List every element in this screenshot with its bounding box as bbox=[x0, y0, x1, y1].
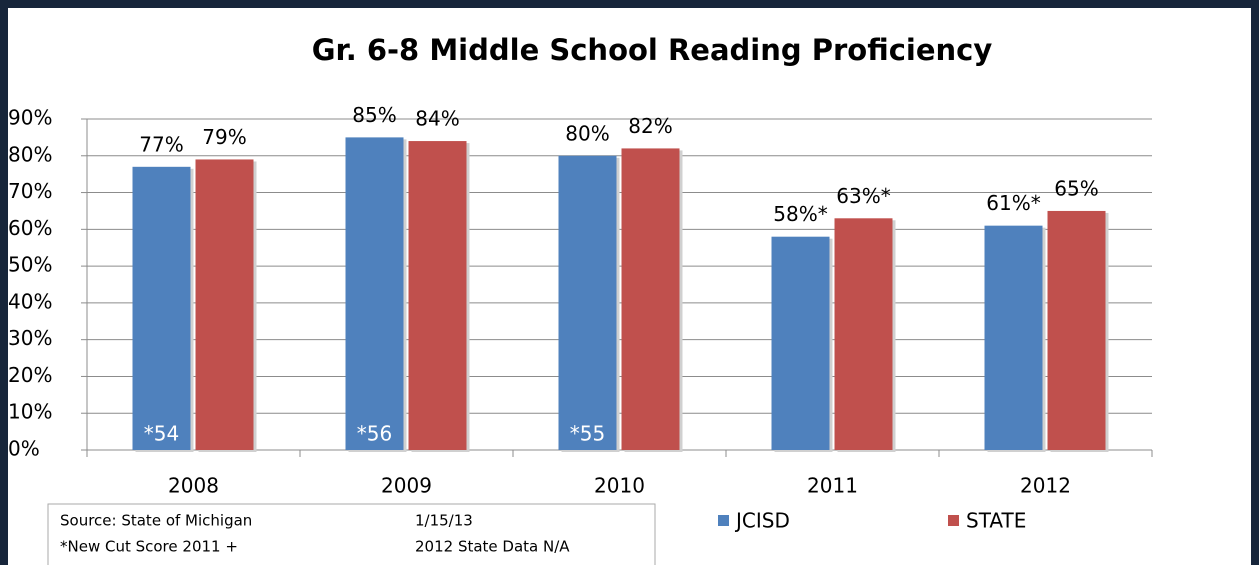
data-label: 65% bbox=[1054, 176, 1098, 200]
bar-annotation: *54 bbox=[144, 422, 179, 446]
legend-swatch bbox=[718, 515, 729, 526]
x-tick-label: 2008 bbox=[168, 474, 219, 498]
data-label: 82% bbox=[628, 114, 672, 138]
bar bbox=[621, 148, 680, 450]
x-tick-label: 2009 bbox=[381, 474, 432, 498]
note: *New Cut Score 2011 + bbox=[60, 538, 238, 556]
note: 2012 State Data N/A bbox=[415, 538, 570, 556]
data-label: 77% bbox=[139, 132, 183, 156]
bar-annotation: *55 bbox=[570, 422, 605, 446]
bar bbox=[834, 218, 893, 450]
y-tick-label: 80% bbox=[8, 142, 52, 166]
y-tick-label: 60% bbox=[8, 216, 52, 240]
y-tick-label: 50% bbox=[8, 253, 52, 277]
data-label: 63%* bbox=[836, 184, 890, 208]
legend-label: STATE bbox=[966, 509, 1026, 533]
legend-label: JCISD bbox=[734, 509, 790, 533]
data-label: 58%* bbox=[773, 202, 827, 226]
y-tick-label: 20% bbox=[8, 363, 52, 387]
data-label: 80% bbox=[565, 121, 609, 145]
bar bbox=[195, 159, 254, 450]
legend-swatch bbox=[948, 515, 959, 526]
bar bbox=[771, 236, 830, 450]
note: 1/15/13 bbox=[415, 512, 473, 530]
source-box bbox=[47, 503, 656, 565]
x-tick-label: 2010 bbox=[594, 474, 645, 498]
y-tick-label: 40% bbox=[8, 289, 52, 313]
data-label: 84% bbox=[415, 107, 459, 131]
y-tick-label: 70% bbox=[8, 179, 52, 203]
bar bbox=[408, 141, 467, 451]
data-label: 85% bbox=[352, 103, 396, 127]
data-label: 61%* bbox=[986, 191, 1040, 215]
bar bbox=[558, 155, 617, 450]
data-label: 79% bbox=[202, 125, 246, 149]
note: Source: State of Michigan bbox=[60, 512, 252, 530]
x-tick-label: 2011 bbox=[807, 474, 858, 498]
bar bbox=[984, 225, 1043, 450]
bar bbox=[1047, 210, 1106, 450]
bar-annotation: *56 bbox=[357, 422, 392, 446]
bar bbox=[345, 137, 404, 450]
y-tick-label: 90% bbox=[8, 106, 52, 130]
y-tick-label: 10% bbox=[8, 400, 52, 424]
bar bbox=[132, 166, 191, 451]
y-tick-label: 30% bbox=[8, 326, 52, 350]
x-tick-label: 2012 bbox=[1020, 474, 1071, 498]
chart-title: Gr. 6-8 Middle School Reading Proficienc… bbox=[312, 33, 993, 67]
y-tick-label: 0% bbox=[8, 437, 40, 461]
